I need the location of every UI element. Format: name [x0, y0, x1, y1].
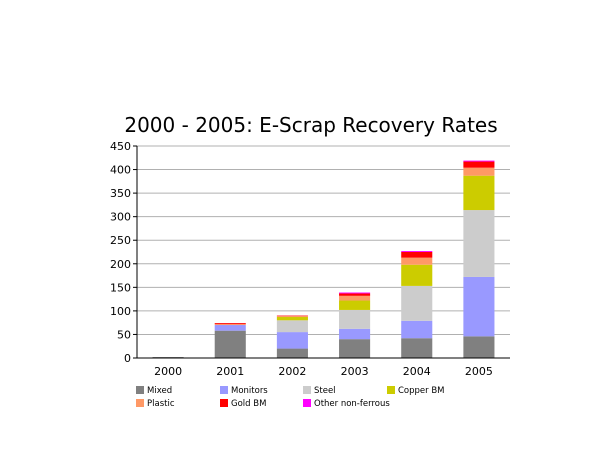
legend-item: Gold BM [220, 399, 266, 409]
y-tick-label: 50 [117, 328, 131, 341]
legend-swatch [136, 399, 144, 407]
legend-swatch [387, 386, 395, 394]
y-tick-label: 150 [110, 281, 131, 294]
x-tick-label: 2002 [278, 365, 306, 378]
legend-swatch [303, 399, 311, 407]
legend-label: Other non-ferrous [314, 399, 390, 409]
legend-label: Copper BM [398, 386, 445, 396]
bar-2001-gold-bm [214, 323, 246, 325]
y-tick-label: 0 [124, 352, 131, 365]
x-tick-label: 2000 [154, 365, 182, 378]
bar-2003-steel [339, 309, 371, 329]
y-tick-label: 400 [110, 164, 131, 177]
bar-2003-plastic [339, 295, 371, 301]
legend-label: Mixed [147, 386, 172, 396]
bar-2005-copper-bm [463, 175, 495, 211]
bar-2003-monitors [339, 328, 371, 340]
bar-2002-copper-bm [276, 317, 308, 321]
chart-title: 2000 - 2005: E-Scrap Recovery Rates [124, 113, 497, 137]
y-tick-label: 100 [110, 305, 131, 318]
bar-2002-plastic [276, 316, 308, 318]
bar-2004-copper-bm [401, 264, 433, 286]
legend: Mixed Monitors Steel Copper BM Plastic Gold B… [136, 386, 445, 409]
bar-2001-plastic [214, 324, 246, 326]
grid [137, 145, 510, 359]
bar-2002-mixed [276, 348, 308, 358]
bar-2003-gold-bm [339, 293, 371, 296]
legend-swatch [220, 386, 228, 394]
y-tick-label: 200 [110, 258, 131, 271]
bar-2005-steel [463, 210, 495, 277]
bar-2005-other-non-ferrous [463, 160, 495, 162]
bar-2005-monitors [463, 276, 495, 337]
bar-2002-steel [276, 320, 308, 333]
bar-2004-other-non-ferrous [401, 251, 433, 252]
x-tick-label: 2001 [216, 365, 244, 378]
legend-item: Monitors [220, 386, 268, 396]
y-tick-label: 300 [110, 211, 131, 224]
x-tick-label: 2004 [403, 365, 431, 378]
bar-2001-mixed [214, 330, 246, 358]
bar-2005-plastic [463, 167, 495, 176]
y-tick-label: 350 [110, 187, 131, 200]
bar-2003-copper-bm [339, 300, 371, 310]
y-tick-label: 250 [110, 234, 131, 247]
axes [136, 146, 510, 359]
legend-swatch [220, 399, 228, 407]
legend-label: Gold BM [231, 399, 266, 409]
bar-2004-steel [401, 285, 433, 321]
bar-2003-mixed [339, 339, 371, 358]
legend-item: Plastic [136, 399, 175, 409]
x-tick-labels: 2000 2001 2002 2003 2004 2005 [154, 365, 493, 378]
bar-2005-gold-bm [463, 161, 495, 168]
legend-item: Mixed [136, 386, 172, 396]
bar-2004-gold-bm [401, 252, 433, 258]
bar-2005-mixed [463, 336, 495, 358]
x-tick-label: 2005 [465, 365, 493, 378]
bar-2002-monitors [276, 332, 308, 349]
legend-item: Copper BM [387, 386, 445, 396]
bar-2004-monitors [401, 320, 433, 339]
legend-item: Other non-ferrous [303, 399, 390, 409]
legend-swatch [303, 386, 311, 394]
bars [152, 160, 495, 358]
legend-label: Monitors [231, 386, 268, 396]
bar-2004-mixed [401, 338, 433, 358]
legend-swatch [136, 386, 144, 394]
legend-label: Plastic [147, 399, 175, 409]
legend-label: Steel [314, 386, 336, 396]
x-tick-label: 2003 [341, 365, 369, 378]
bar-2003-other-non-ferrous [339, 292, 371, 294]
y-tick-labels: 0 50 100 150 200 250 300 350 400 450 [110, 140, 137, 365]
y-tick-label: 450 [110, 140, 131, 153]
bar-2004-plastic [401, 257, 433, 265]
legend-item: Steel [303, 386, 336, 396]
bar-2001-monitors [214, 325, 246, 331]
